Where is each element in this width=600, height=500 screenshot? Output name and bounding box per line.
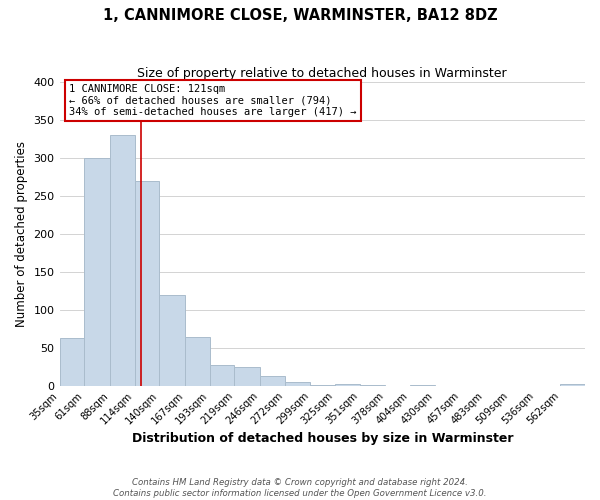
Bar xyxy=(560,384,585,386)
Bar xyxy=(84,158,110,386)
Text: 1, CANNIMORE CLOSE, WARMINSTER, BA12 8DZ: 1, CANNIMORE CLOSE, WARMINSTER, BA12 8DZ xyxy=(103,8,497,22)
Bar xyxy=(235,367,260,386)
Bar xyxy=(160,294,185,386)
Bar xyxy=(185,336,209,386)
Title: Size of property relative to detached houses in Warminster: Size of property relative to detached ho… xyxy=(137,68,507,80)
Bar xyxy=(134,180,160,386)
Bar xyxy=(410,385,435,386)
Bar xyxy=(209,364,235,386)
Bar xyxy=(310,385,335,386)
Bar xyxy=(260,376,285,386)
Bar xyxy=(285,382,310,386)
Y-axis label: Number of detached properties: Number of detached properties xyxy=(15,141,28,327)
Bar xyxy=(335,384,360,386)
X-axis label: Distribution of detached houses by size in Warminster: Distribution of detached houses by size … xyxy=(131,432,513,445)
Text: Contains HM Land Registry data © Crown copyright and database right 2024.
Contai: Contains HM Land Registry data © Crown c… xyxy=(113,478,487,498)
Bar xyxy=(59,338,84,386)
Bar xyxy=(360,385,385,386)
Text: 1 CANNIMORE CLOSE: 121sqm
← 66% of detached houses are smaller (794)
34% of semi: 1 CANNIMORE CLOSE: 121sqm ← 66% of detac… xyxy=(69,84,356,117)
Bar xyxy=(110,135,134,386)
